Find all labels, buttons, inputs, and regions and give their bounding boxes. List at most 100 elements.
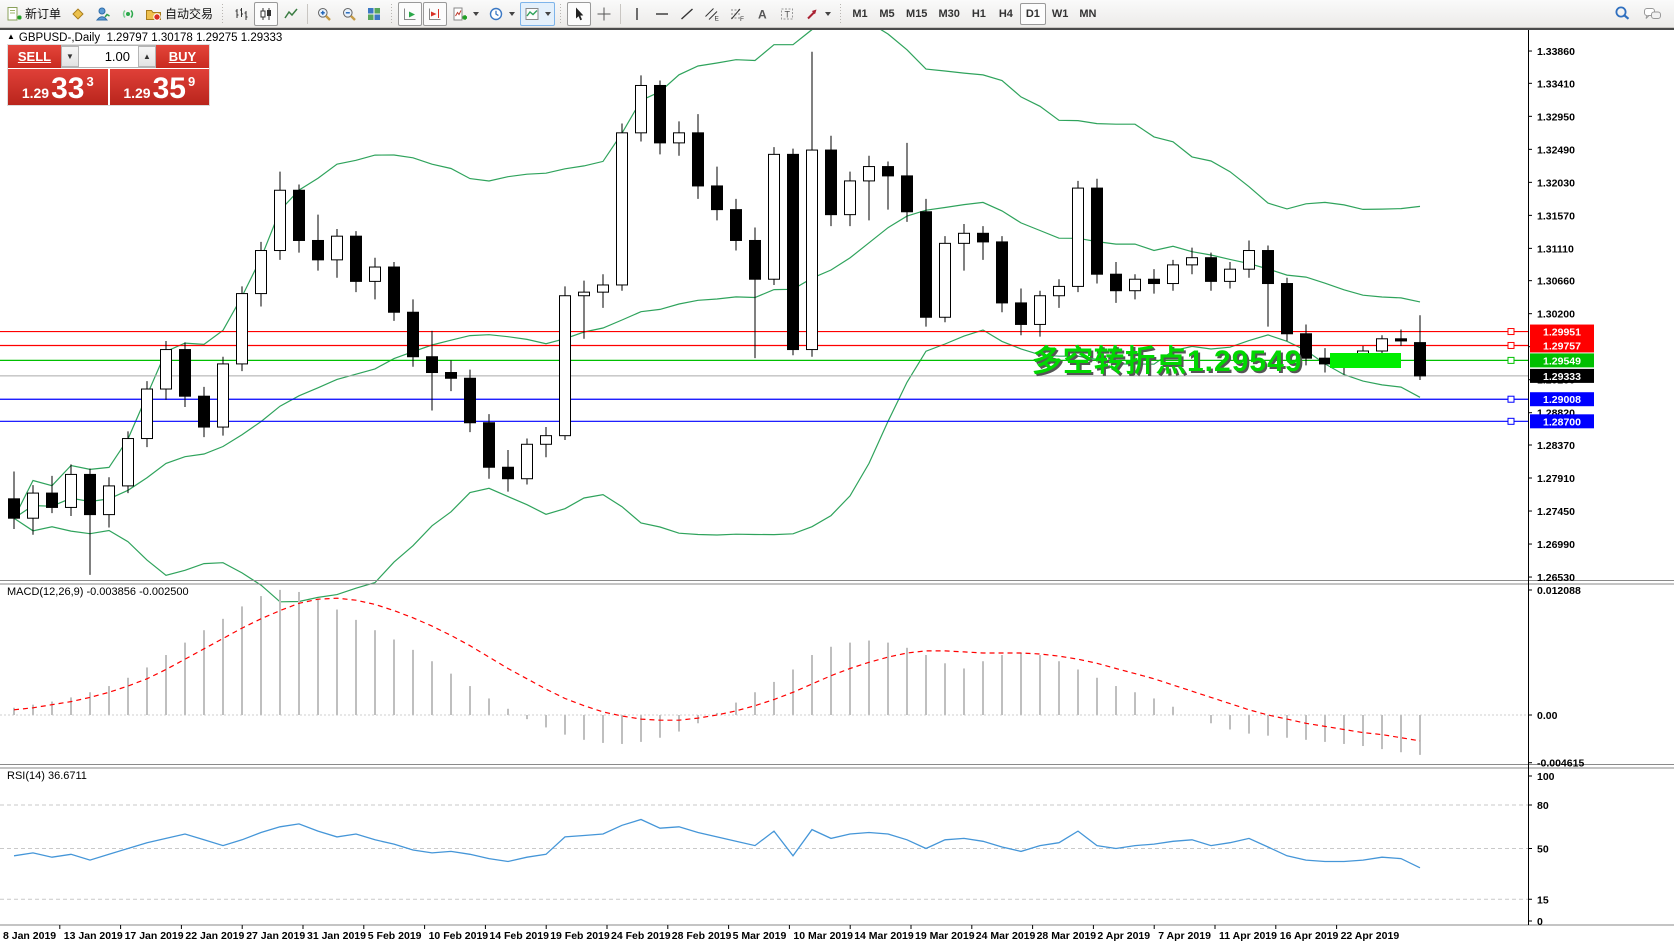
cursor-button[interactable] xyxy=(567,1,592,26)
volume-decrease-button[interactable]: ▼ xyxy=(61,46,79,67)
indicators-button[interactable] xyxy=(448,2,483,26)
hline-handle[interactable] xyxy=(1507,356,1515,364)
profiles-button[interactable] xyxy=(91,2,115,26)
hline-handle[interactable] xyxy=(1507,328,1515,336)
chart-canvas[interactable]: 1.33860 1.33410 1.32950 1.32490 1.32030 1.315… xyxy=(0,28,1674,944)
tab-timeframe-w1[interactable]: W1 xyxy=(1051,7,1069,20)
fibonacci-icon: F xyxy=(731,8,744,22)
buy-price-button[interactable]: 1.29 35 9 xyxy=(109,69,209,105)
charts-diamond-button[interactable] xyxy=(66,2,90,26)
hline-handle[interactable] xyxy=(1507,417,1515,425)
bear-candle xyxy=(1319,357,1331,365)
bear-candle xyxy=(977,232,989,243)
bollinger-middle-band xyxy=(13,201,1421,519)
axes-layer: 1.33860 1.33410 1.32950 1.32490 1.32030 1.315… xyxy=(0,28,1674,942)
sell-price-button[interactable]: 1.29 33 3 xyxy=(8,69,108,105)
equidistant-channel-button[interactable]: E xyxy=(700,2,724,26)
tab-timeframe-mn[interactable]: MN xyxy=(1079,7,1097,20)
signal-button[interactable] xyxy=(116,2,140,26)
bear-candle xyxy=(1110,273,1122,292)
pivot-highlight-box[interactable] xyxy=(1330,353,1401,368)
zoom-in-button[interactable] xyxy=(312,2,336,26)
zoom-out-button[interactable] xyxy=(337,2,361,26)
price-badge-1.29008 xyxy=(1530,392,1594,407)
bull-candle xyxy=(27,492,39,519)
tab-timeframe-h4[interactable]: H4 xyxy=(998,7,1013,20)
bear-candle xyxy=(312,239,324,261)
volume-input[interactable]: 1.00 xyxy=(79,46,138,67)
arrows-button[interactable] xyxy=(800,2,835,26)
bear-candle xyxy=(749,239,761,280)
candlestick-chart-button[interactable] xyxy=(254,1,279,26)
templates-button[interactable] xyxy=(520,1,556,26)
bull-candle xyxy=(540,435,552,445)
bull-candle xyxy=(1167,264,1179,285)
tab-timeframe-m30[interactable]: M30 xyxy=(938,7,960,20)
horizontal-line-button[interactable] xyxy=(650,2,674,26)
autotrading-button[interactable]: 自动交易 xyxy=(141,2,217,26)
buy-price-sup: 9 xyxy=(187,74,196,89)
bull-candle xyxy=(616,132,628,286)
chart-shift-button[interactable] xyxy=(423,1,448,26)
tab-timeframe-d1[interactable]: D1 xyxy=(1019,2,1046,25)
date-label: 28 Feb 2019 xyxy=(672,930,732,942)
bull-candle xyxy=(103,485,115,516)
auto-scroll-button[interactable] xyxy=(398,1,423,26)
price-tick-label: 1.32490 xyxy=(1537,144,1575,156)
periods-button[interactable] xyxy=(484,2,519,26)
date-label: 10 Mar 2019 xyxy=(793,930,853,942)
bear-candle xyxy=(84,473,96,516)
macd-signal-line xyxy=(13,597,1421,742)
chat-button[interactable] xyxy=(1639,2,1666,26)
search-button[interactable] xyxy=(1610,2,1635,26)
text-label-button[interactable]: T xyxy=(775,2,799,26)
highlight-box-layer[interactable] xyxy=(1330,353,1401,368)
horizontal-lines-layer[interactable] xyxy=(0,328,1528,425)
bear-candle xyxy=(996,241,1008,304)
price-tick-label: 1.28370 xyxy=(1537,440,1575,452)
price-tick-label: 1.30200 xyxy=(1537,309,1575,321)
tab-timeframe-m1[interactable]: M1 xyxy=(852,7,868,20)
trendline-button[interactable] xyxy=(675,2,699,26)
svg-text:F: F xyxy=(740,16,744,22)
vertical-line-icon xyxy=(636,7,638,20)
price-badge-text: 1.29549 xyxy=(1543,355,1581,367)
line-chart-button[interactable] xyxy=(279,2,303,26)
bear-candle xyxy=(46,492,58,508)
bar-chart-button[interactable] xyxy=(229,2,253,26)
new-order-button[interactable]: 新订单 xyxy=(2,2,65,26)
bull-candle xyxy=(768,153,780,280)
bull-candle xyxy=(274,189,286,252)
hline-handle[interactable] xyxy=(1507,341,1515,349)
date-label: 8 Jan 2019 xyxy=(3,930,56,942)
tab-timeframe-m5[interactable]: M5 xyxy=(879,7,895,20)
tab-timeframe-h1[interactable]: H1 xyxy=(971,7,986,20)
bull-candle xyxy=(521,443,533,480)
hline-handle[interactable] xyxy=(1507,395,1515,403)
macd-tick-label: 0.012088 xyxy=(1537,585,1581,597)
bear-candle xyxy=(1015,302,1027,325)
crosshair-button[interactable] xyxy=(592,2,616,26)
zoom-in-icon xyxy=(318,7,331,21)
volume-increase-button[interactable]: ▲ xyxy=(138,46,156,67)
bear-candle xyxy=(692,132,704,187)
date-label: 24 Mar 2019 xyxy=(976,930,1036,942)
tab-timeframe-m15[interactable]: M15 xyxy=(906,7,928,20)
fibonacci-button[interactable]: F xyxy=(725,2,749,26)
price-tick-label: 1.33860 xyxy=(1537,46,1575,58)
bull-candle xyxy=(844,180,856,216)
buy-button[interactable]: BUY xyxy=(156,45,209,68)
tile-windows-icon xyxy=(368,7,381,20)
cursor-icon xyxy=(576,7,584,20)
text-button[interactable]: A xyxy=(750,2,774,26)
bull-candle xyxy=(1186,257,1198,266)
bear-candle xyxy=(730,209,742,241)
bear-candle xyxy=(1395,338,1407,342)
tile-windows-button[interactable] xyxy=(362,2,386,26)
crosshair-icon xyxy=(597,7,611,20)
bull-candle xyxy=(559,295,571,437)
bull-candle xyxy=(939,242,951,318)
vertical-line-button[interactable] xyxy=(625,2,649,26)
sell-button[interactable]: SELL xyxy=(8,45,61,68)
